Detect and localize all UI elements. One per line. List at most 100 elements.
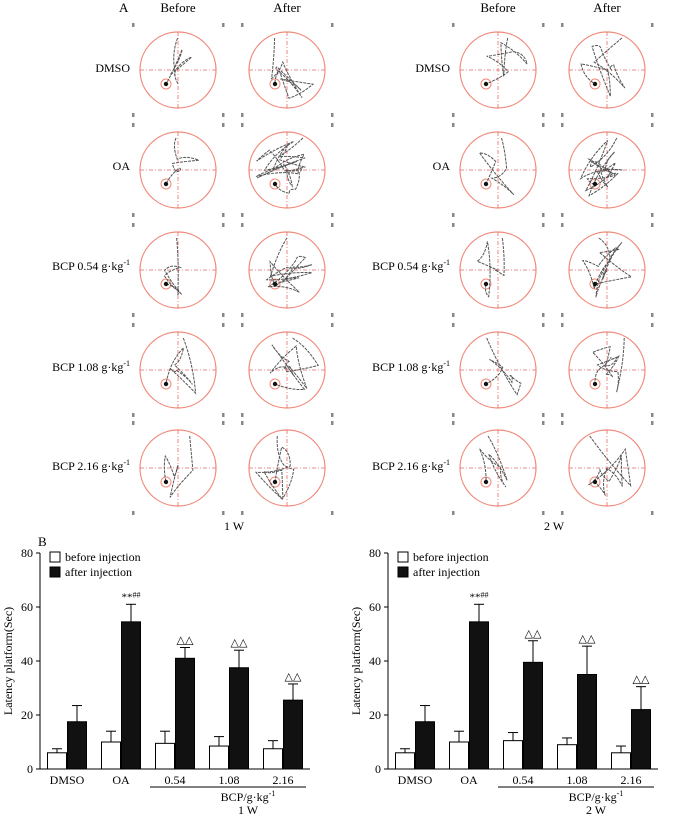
- pool-corner-mark: [331, 113, 334, 117]
- pool-corner-mark: [132, 213, 135, 217]
- pool-dmso-before-1w: [132, 23, 225, 117]
- pool-corner-mark: [132, 223, 135, 227]
- end-point: [272, 81, 278, 87]
- pool-corner-mark: [651, 223, 654, 227]
- x-tick-label: DMSO: [50, 773, 85, 787]
- platform-circle: [160, 78, 172, 90]
- platform-circle: [480, 78, 492, 90]
- y-axis-label: Latency platform(Sec): [349, 607, 363, 715]
- significance-mark: △△: [177, 635, 194, 647]
- pool-bcp054-before-1w: [132, 223, 225, 317]
- platform-circle: [160, 476, 172, 488]
- pool-corner-mark: [132, 23, 135, 27]
- group-label: BCP/g·kg-1: [221, 789, 276, 804]
- end-point: [272, 281, 278, 287]
- swim-track: [591, 337, 625, 393]
- pool-dmso-before-2w: [452, 23, 545, 117]
- end-point: [592, 281, 598, 287]
- pool-corner-mark: [132, 113, 135, 117]
- pool-corner-mark: [132, 123, 135, 127]
- pool-bcp216-before-2w: [452, 421, 545, 515]
- pool-corner-mark: [222, 123, 225, 127]
- pool-corner-mark: [561, 213, 564, 217]
- pool-corner-mark: [542, 323, 545, 327]
- swim-track: [163, 237, 183, 296]
- pool-corner-mark: [542, 223, 545, 227]
- pool-corner-mark: [452, 421, 455, 425]
- platform-circle: [160, 278, 172, 290]
- pool-oa-after-1w: [241, 123, 334, 217]
- end-point: [483, 381, 489, 387]
- bar-before-injection: [101, 741, 121, 770]
- pool-corner-mark: [561, 323, 564, 327]
- platform-circle: [480, 178, 492, 190]
- end-point: [592, 81, 598, 87]
- bar-after-injection: [577, 674, 597, 770]
- pool-corner-mark: [132, 313, 135, 317]
- end-point: [483, 81, 489, 87]
- swim-track: [254, 435, 295, 501]
- swim-track: [255, 137, 307, 195]
- swim-track: [476, 237, 505, 298]
- column-header-before-2w: Before: [480, 0, 516, 15]
- bar-after-injection: [67, 721, 87, 770]
- pool-bcp108-before-2w: [452, 323, 545, 417]
- pool-bcp216-after-2w: [561, 421, 654, 515]
- swim-track: [579, 137, 623, 197]
- end-point: [592, 181, 598, 187]
- bar-after-injection: [415, 721, 435, 770]
- pool-corner-mark: [542, 23, 545, 27]
- end-point: [163, 381, 169, 387]
- pool-corner-mark: [241, 323, 244, 327]
- pool-corner-mark: [561, 23, 564, 27]
- pool-corner-mark: [132, 413, 135, 417]
- row-label-bcp108-2w: BCP 1.08 g·kg-1: [372, 359, 450, 374]
- pool-corner-mark: [561, 421, 564, 425]
- end-point: [163, 81, 169, 87]
- pool-corner-mark: [222, 223, 225, 227]
- pool-bcp054-after-1w: [241, 223, 334, 317]
- bar-before-injection: [395, 752, 415, 770]
- legend-swatch: [397, 566, 409, 578]
- end-point: [163, 181, 169, 187]
- x-tick-label: 2.16: [621, 773, 642, 787]
- pool-corner-mark: [561, 223, 564, 227]
- end-point: [592, 479, 598, 485]
- row-label-bcp054-2w: BCP 0.54 g·kg-1: [372, 258, 450, 273]
- significance-mark: **##: [470, 590, 489, 603]
- swim-track: [165, 337, 197, 395]
- y-tick-label: 40: [369, 654, 381, 668]
- pool-oa-after-2w: [561, 123, 654, 217]
- pool-corner-mark: [132, 323, 135, 327]
- pool-corner-mark: [651, 323, 654, 327]
- x-tick-label: 1.08: [567, 773, 588, 787]
- legend-swatch: [49, 566, 61, 578]
- pool-bcp054-before-2w: [452, 223, 545, 317]
- row-label-dmso-1w: DMSO: [95, 61, 130, 75]
- swim-track: [265, 237, 313, 293]
- pool-oa-before-2w: [452, 123, 545, 217]
- end-point: [592, 381, 598, 387]
- end-point: [483, 479, 489, 485]
- bar-after-injection: [229, 667, 249, 770]
- pool-bcp108-after-1w: [241, 323, 334, 417]
- pool-corner-mark: [651, 421, 654, 425]
- pool-corner-mark: [561, 313, 564, 317]
- x-tick-label: DMSO: [398, 773, 433, 787]
- pool-bcp216-before-1w: [132, 421, 225, 515]
- y-tick-label: 40: [21, 654, 33, 668]
- water-maze-pools: [132, 23, 654, 515]
- swim-track: [165, 137, 199, 185]
- pool-corner-mark: [651, 511, 654, 515]
- bar-before-injection: [155, 742, 175, 770]
- bar-before-injection: [47, 752, 67, 770]
- pool-corner-mark: [222, 113, 225, 117]
- pool-corner-mark: [222, 313, 225, 317]
- y-tick-label: 0: [27, 762, 33, 776]
- pool-corner-mark: [222, 421, 225, 425]
- platform-circle: [480, 278, 492, 290]
- pool-corner-mark: [561, 123, 564, 127]
- pool-corner-mark: [542, 413, 545, 417]
- pool-dmso-after-1w: [241, 23, 334, 117]
- platform-circle: [269, 78, 281, 90]
